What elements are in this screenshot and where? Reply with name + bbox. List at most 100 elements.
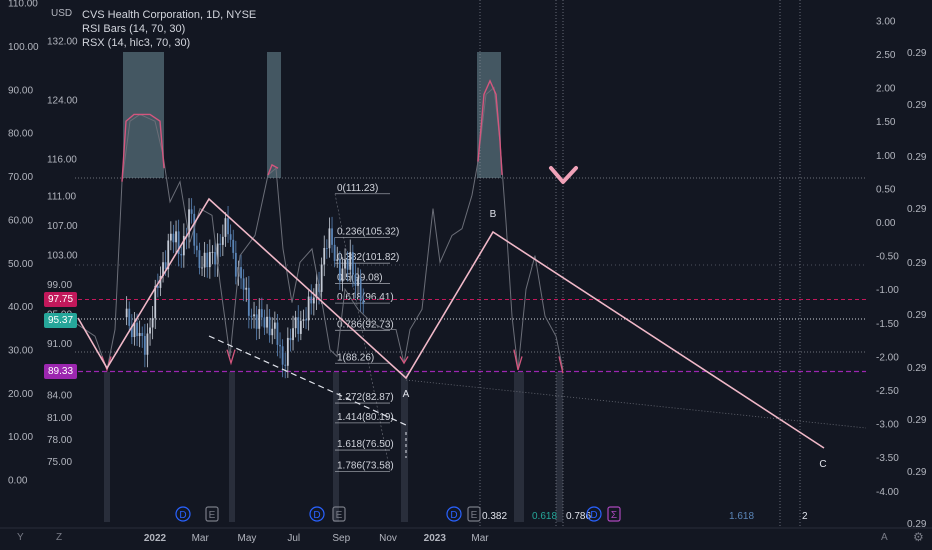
candle-body <box>221 236 224 245</box>
candle-body <box>336 259 339 261</box>
dividend-marker-label: D <box>179 510 186 521</box>
candle-body <box>133 322 136 338</box>
price-axis-tick: 81.00 <box>47 413 72 424</box>
price-axis-tick: 103.00 <box>47 251 78 262</box>
price-axis-tick: 91.00 <box>47 339 72 350</box>
right-axis-tick: 2.50 <box>876 50 896 61</box>
candle-body <box>351 252 354 275</box>
auto-scale-button[interactable]: A <box>881 532 888 543</box>
left-axis-tick: 50.00 <box>8 259 33 270</box>
x-axis-tick: Nov <box>379 533 397 544</box>
candle-body <box>325 248 328 249</box>
rsx-oversold-segment <box>399 356 409 365</box>
far-right-axis-tick: 0.29 <box>907 152 927 163</box>
gear-icon[interactable]: ⚙ <box>913 530 924 544</box>
earnings-marker-label: E <box>336 510 343 521</box>
right-axis-tick: -3.00 <box>876 420 899 431</box>
candle-body <box>216 243 219 265</box>
left-axis-tick: 10.00 <box>8 432 33 443</box>
fib-level-label: 1.414(80.19) <box>337 412 394 423</box>
candle-body <box>177 231 180 255</box>
candle-body <box>156 285 159 288</box>
candle-body <box>281 346 284 365</box>
right-axis-tick: 1.00 <box>876 151 896 162</box>
axis-z-button[interactable]: Z <box>56 532 63 543</box>
right-axis-tick: 1.50 <box>876 117 896 128</box>
overbought-zone <box>267 52 281 178</box>
candle-body <box>169 233 172 241</box>
candle-body <box>331 228 333 245</box>
candle-body <box>136 322 138 337</box>
left-axis-tick: 60.00 <box>8 215 33 226</box>
right-axis-tick: 0.50 <box>876 184 896 195</box>
candle-body <box>271 328 274 336</box>
fib-level-label: 0.618(96.41) <box>337 292 394 303</box>
x-axis-tick: 2022 <box>144 533 167 544</box>
candle-body <box>310 296 313 304</box>
oversold-zone <box>229 372 235 522</box>
price-axis-tick: 132.00 <box>47 36 78 47</box>
candle-body <box>357 278 359 286</box>
price-tag-high: 97.75 <box>44 292 77 307</box>
indicator-rsx[interactable]: RSX (14, hlc3, 70, 30) <box>82 37 191 49</box>
candle-body <box>263 317 266 328</box>
earnings-marker <box>332 506 346 522</box>
rsx-oscillator-line <box>74 86 564 372</box>
symbol-title[interactable]: CVS Health Corporation, 1D, NYSE <box>82 9 257 21</box>
left-axis-tick: 80.00 <box>8 129 33 140</box>
rsx-overbought-segment <box>477 79 503 176</box>
candle-body <box>229 234 232 240</box>
right-axis-tick: 0.00 <box>876 218 896 229</box>
price-axis-tick: 75.00 <box>47 457 72 468</box>
time-fib-label: 1.618 <box>729 511 754 522</box>
right-axis-tick: -1.00 <box>876 285 899 296</box>
left-axis-tick: 100.00 <box>8 42 39 53</box>
indicator-rsi-bars[interactable]: RSI Bars (14, 70, 30) <box>82 23 186 35</box>
candle-body <box>193 213 196 246</box>
candle-body <box>258 309 261 329</box>
candle-body <box>273 322 276 329</box>
fib-level-label: 1.786(73.58) <box>337 461 394 472</box>
fib-level-label: 0.786(92.73) <box>337 319 394 330</box>
candle-body <box>214 251 216 265</box>
oversold-zone <box>514 372 524 522</box>
candle-body <box>338 259 341 282</box>
far-right-axis-tick: 0.29 <box>907 100 927 111</box>
right-axis-tick: -2.50 <box>876 386 899 397</box>
candle-body <box>333 244 336 261</box>
rsx-overbought-segment <box>121 113 165 182</box>
candle-body <box>268 316 271 336</box>
candle-body <box>297 317 300 334</box>
candle-body <box>143 335 146 355</box>
candle-body <box>146 333 149 355</box>
candle-body <box>346 259 349 270</box>
right-axis-tick: 3.00 <box>876 16 896 27</box>
candle-body <box>219 243 222 245</box>
candle-body <box>149 327 151 334</box>
far-right-axis-tick: 0.29 <box>907 310 927 321</box>
price-axis-tick: 107.00 <box>47 221 78 232</box>
candle-body <box>250 315 253 317</box>
price-axis-tick: 116.00 <box>47 155 77 166</box>
wave-label: B <box>490 209 497 220</box>
candle-body <box>305 319 307 321</box>
candle-body <box>253 314 255 317</box>
far-right-axis-tick: 0.29 <box>907 519 927 530</box>
candle-body <box>299 320 302 334</box>
earnings-marker <box>607 506 621 522</box>
projection-line <box>405 379 867 429</box>
candle-body <box>195 245 198 251</box>
right-axis-tick: 2.00 <box>876 84 896 95</box>
candle-body <box>349 252 352 270</box>
candle-body <box>307 296 310 321</box>
candle-body <box>211 251 214 253</box>
oversold-zone <box>401 372 408 522</box>
x-axis-tick: 2023 <box>424 533 447 544</box>
wave-label: A <box>403 389 410 400</box>
axis-y-button[interactable]: Y <box>17 532 24 543</box>
far-right-axis-tick: 0.29 <box>907 415 927 426</box>
rsx-oversold-segment <box>226 349 236 366</box>
candle-body <box>354 274 357 286</box>
far-right-axis-tick: 0.29 <box>907 204 927 215</box>
